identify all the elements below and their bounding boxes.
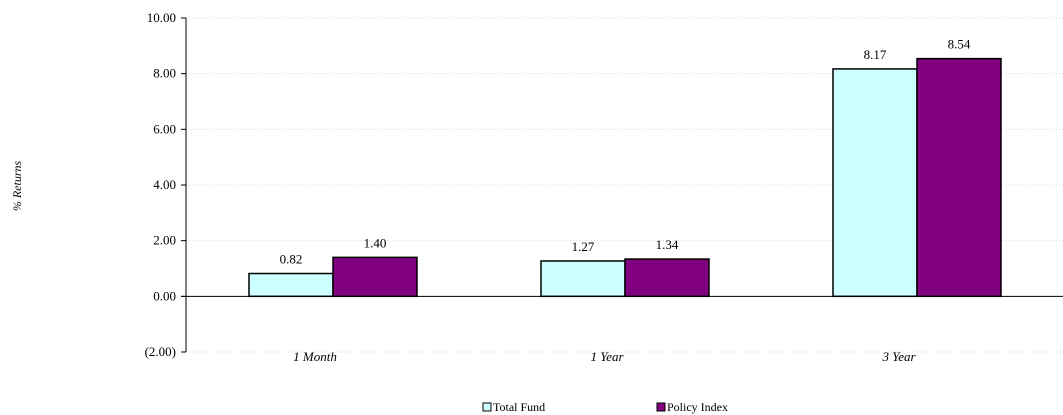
data-label: 1.27 [572, 239, 595, 254]
y-axis-title: % Returns [10, 161, 24, 212]
y-tick-label: (2.00) [145, 344, 176, 359]
y-tick-label: 0.00 [153, 288, 176, 303]
gridlines [186, 17, 1063, 353]
bar-total-fund [540, 260, 626, 298]
bar-total-fund [248, 272, 334, 298]
data-label: 1.40 [364, 235, 387, 250]
bars [248, 57, 1002, 298]
data-label: 1.34 [656, 237, 679, 252]
x-category-label: 1 Month [293, 349, 337, 364]
x-category-label: 1 Year [590, 349, 624, 364]
y-tick-label: 2.00 [153, 233, 176, 248]
bar-policy-index [916, 57, 1002, 298]
y-tick-label: 6.00 [153, 121, 176, 136]
data-label: 8.17 [864, 47, 887, 62]
legend-label: Total Fund [493, 400, 545, 414]
x-axis-categories: 1 Month 1 Year 3 Year [293, 349, 916, 364]
x-category-label: 3 Year [881, 349, 916, 364]
bar-policy-index [624, 258, 710, 298]
legend: Total Fund Policy Index [482, 400, 728, 414]
data-label: 0.82 [280, 252, 303, 267]
legend-swatch [656, 402, 666, 412]
data-labels: 0.82 1.40 1.27 1.34 8.17 8.54 [280, 37, 971, 267]
y-tick-label: 10.00 [147, 10, 176, 25]
bar-total-fund [832, 68, 918, 298]
legend-label: Policy Index [667, 400, 728, 414]
y-axis-ticks: (2.00) 0.00 2.00 4.00 6.00 8.00 10.00 [145, 10, 187, 359]
legend-swatch [482, 402, 492, 412]
y-tick-label: 4.00 [153, 177, 176, 192]
bar-policy-index [332, 256, 418, 298]
y-tick-label: 8.00 [153, 66, 176, 81]
data-label: 8.54 [948, 37, 971, 52]
